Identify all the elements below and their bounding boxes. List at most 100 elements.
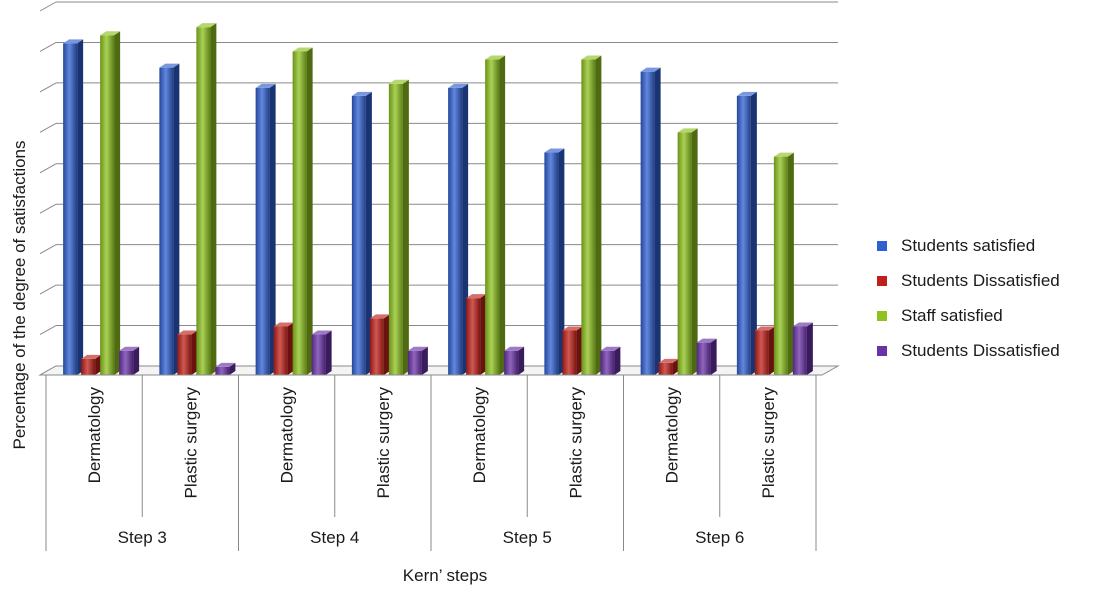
- bar-side: [210, 23, 217, 376]
- bar-front: [448, 87, 463, 375]
- bar-side: [229, 362, 236, 375]
- bar: [100, 31, 121, 376]
- bar-side: [691, 128, 698, 375]
- category-label: Plastic surgery: [566, 387, 585, 499]
- category-axis: Dermatology Plastic surgery Dermatology Pla…: [40, 374, 822, 551]
- bar-side: [95, 354, 102, 375]
- legend-label: Staff satisfied: [901, 305, 1003, 325]
- gridline-bevel: [39, 42, 57, 52]
- legend-swatch: [877, 240, 887, 251]
- bar-front: [696, 342, 711, 375]
- bar-front: [792, 326, 807, 375]
- bar-side: [325, 330, 332, 375]
- bar-top: [504, 346, 525, 351]
- bar-top: [81, 354, 102, 359]
- gridline-bevel: [39, 82, 57, 93]
- bar-front: [292, 51, 307, 375]
- legend-item-students-dissatisfied: Students Dissatisfied: [877, 263, 1060, 298]
- bar-top: [351, 91, 372, 96]
- bar: [119, 346, 140, 375]
- bar-top: [63, 39, 84, 44]
- category-label: Dermatology: [85, 387, 104, 484]
- bar-front: [640, 71, 655, 376]
- bar-front: [562, 330, 577, 375]
- bar-front: [369, 318, 384, 375]
- gridline-bevel: [39, 1, 57, 12]
- bar-top: [640, 67, 661, 72]
- bar-front: [677, 132, 692, 375]
- bar-top: [119, 346, 140, 351]
- group-label: Step 6: [695, 528, 744, 547]
- bar-side: [306, 47, 313, 375]
- bar-front: [273, 326, 288, 375]
- category-label: Plastic surgery: [374, 387, 393, 499]
- legend-item-staff-satisfied: Staff satisfied: [877, 298, 1060, 333]
- bar: [696, 338, 717, 375]
- bar: [773, 152, 794, 375]
- bar-front: [119, 350, 134, 375]
- bar-top: [177, 330, 198, 335]
- bar-top: [196, 23, 217, 28]
- bar-front: [388, 83, 403, 376]
- bar-front: [177, 334, 192, 375]
- bar-side: [269, 83, 276, 375]
- bar: [754, 326, 775, 375]
- bar: [600, 346, 621, 375]
- bar-top: [773, 152, 794, 157]
- bar-top: [792, 322, 813, 327]
- bar-front: [407, 350, 422, 375]
- bar: [562, 326, 583, 375]
- bar-side: [576, 326, 583, 375]
- bar: [273, 322, 294, 375]
- bar-side: [77, 39, 84, 375]
- gridline-bevel: [39, 244, 57, 255]
- bar-top: [544, 148, 565, 153]
- bar-side: [365, 91, 372, 375]
- legend-label: Students Dissatisfied: [901, 340, 1060, 360]
- bar-top: [485, 55, 506, 60]
- bar-top: [388, 79, 409, 84]
- gridline-bevel: [39, 163, 57, 174]
- bar: [292, 47, 313, 375]
- bar-front: [159, 67, 174, 375]
- bar-front: [736, 95, 751, 375]
- bar-front: [215, 366, 230, 375]
- bar-side: [383, 314, 390, 375]
- bar-top: [466, 294, 487, 299]
- bar-top: [159, 63, 180, 68]
- bar: [658, 358, 679, 375]
- bar-side: [114, 31, 121, 376]
- bar-front: [100, 35, 115, 376]
- legend-swatch: [877, 275, 887, 286]
- bar: [369, 314, 390, 375]
- bar-side: [191, 330, 198, 375]
- legend-item-students-satisfied: Students satisfied: [877, 228, 1060, 263]
- bar-side: [499, 55, 506, 376]
- bar-front: [81, 358, 96, 375]
- gridline-bevel: [39, 203, 57, 214]
- bar-side: [750, 91, 757, 375]
- legend-item-students-dissatisfied-2: Students Dissatisfied: [877, 333, 1060, 368]
- bar-front: [544, 152, 559, 375]
- bar: [544, 148, 565, 375]
- bar-front: [196, 27, 211, 376]
- legend-swatch: [877, 345, 887, 356]
- bar-side: [595, 55, 602, 376]
- bar-top: [292, 47, 313, 52]
- bar: [159, 63, 180, 375]
- bar-side: [421, 346, 428, 375]
- bar: [255, 83, 276, 375]
- bar-side: [480, 294, 487, 375]
- bar-top: [215, 362, 236, 367]
- bar-side: [402, 79, 409, 376]
- bar-front: [63, 43, 78, 375]
- bar: [351, 91, 372, 375]
- bar-side: [806, 322, 813, 375]
- bar-front: [255, 87, 270, 375]
- bar: [736, 91, 757, 375]
- bars: [63, 23, 813, 376]
- bar: [466, 294, 487, 375]
- bar: [388, 79, 409, 376]
- bar: [504, 346, 525, 375]
